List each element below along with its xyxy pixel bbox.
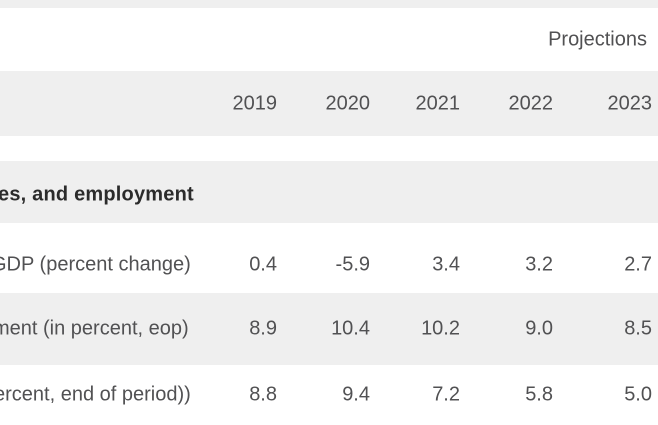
table-row: GDP (percent change) 0.4 -5.9 3.4 3.2 2.… — [0, 223, 658, 293]
row-value: 5.0 — [624, 383, 652, 406]
row-value: -5.9 — [335, 253, 370, 276]
section-header-row: es, and employment — [0, 161, 658, 223]
row-label: ment (in percent, eop) — [0, 317, 189, 340]
row-value: 9.4 — [342, 383, 370, 406]
year-header-2020: 2020 — [325, 92, 371, 114]
row-value: 10.4 — [331, 317, 370, 340]
year-header-row: 2019 2020 2021 2022 2023 — [0, 71, 658, 136]
projections-label: Projections — [548, 28, 647, 50]
table-top-stripe — [0, 0, 658, 8]
row-value: 10.2 — [421, 317, 460, 340]
row-value: 8.9 — [249, 317, 277, 340]
row-value: 8.5 — [624, 317, 652, 340]
row-value: 9.0 — [525, 317, 553, 340]
section-title: es, and employment — [0, 183, 194, 206]
year-header-2021: 2021 — [415, 92, 461, 114]
row-value: 3.2 — [525, 253, 553, 276]
row-value: 3.4 — [432, 253, 460, 276]
year-header-2019: 2019 — [232, 92, 278, 114]
table-row: ment (in percent, eop) 8.9 10.4 10.2 9.0… — [0, 293, 658, 365]
year-header-2023: 2023 — [607, 92, 653, 114]
row-value: 0.4 — [249, 253, 277, 276]
row-value: 5.8 — [525, 383, 553, 406]
spacer-row — [0, 136, 658, 161]
table-row: ercent, end of period)) 8.8 9.4 7.2 5.8 … — [0, 365, 658, 425]
year-header-2022: 2022 — [508, 92, 554, 114]
row-value: 2.7 — [624, 253, 652, 276]
row-label: ercent, end of period)) — [0, 383, 191, 406]
row-value: 8.8 — [249, 383, 277, 406]
projections-header-row: Projections — [0, 8, 658, 71]
row-value: 7.2 — [432, 383, 460, 406]
row-label: GDP (percent change) — [0, 253, 191, 276]
